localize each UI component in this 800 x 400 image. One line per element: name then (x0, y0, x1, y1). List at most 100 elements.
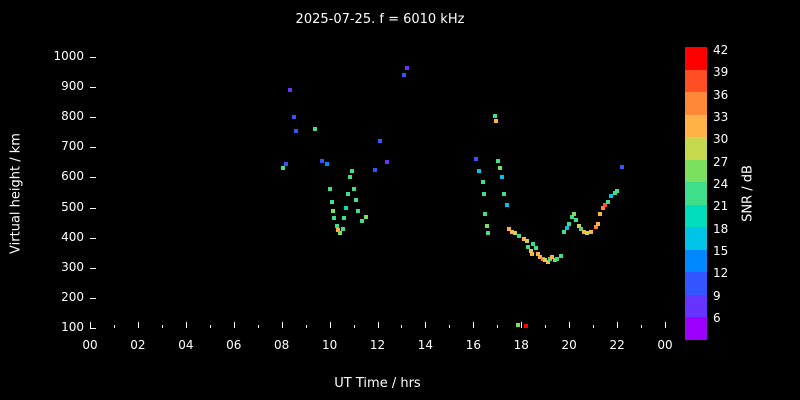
data-point (477, 169, 482, 174)
data-point (562, 229, 567, 234)
data-point (595, 222, 600, 227)
x-minor-tick (401, 325, 403, 328)
x-tick (281, 322, 283, 328)
x-tick-label: 14 (417, 338, 434, 352)
data-point (377, 139, 382, 144)
y-tick (90, 237, 96, 239)
data-point (385, 160, 390, 165)
data-point (363, 214, 368, 219)
y-tick (90, 87, 96, 89)
data-point (598, 211, 603, 216)
data-point (351, 187, 356, 192)
data-point (485, 231, 490, 236)
y-tick (90, 117, 96, 119)
y-axis-label: Virtual height / km (8, 133, 24, 254)
data-point (347, 175, 352, 180)
colorbar-tick-label: 42 (713, 43, 729, 57)
colorbar-tick-label: 18 (713, 221, 729, 236)
data-point (280, 166, 285, 171)
data-point (543, 258, 548, 263)
data-point (325, 161, 330, 166)
y-tick (90, 207, 96, 209)
data-point (571, 211, 576, 216)
colorbar-segment (685, 69, 707, 93)
y-tick (90, 57, 96, 58)
data-point (492, 113, 497, 118)
data-point (509, 229, 514, 234)
data-point (344, 205, 349, 210)
x-axis-label: UT Time / hrs (334, 376, 421, 391)
colorbar-segment (685, 227, 707, 251)
data-point (291, 115, 296, 120)
x-minor-tick (305, 325, 307, 328)
data-point (483, 211, 488, 216)
data-point (320, 158, 325, 163)
data-point (340, 226, 345, 231)
data-point (609, 193, 614, 198)
data-point (588, 229, 593, 234)
x-tick-label: 20 (561, 338, 577, 352)
data-point (528, 249, 533, 254)
y-tick-label: 200 (61, 289, 84, 304)
colorbar-segment (685, 159, 707, 183)
y-tick-label: 500 (61, 199, 84, 214)
y-tick-label: 900 (61, 79, 84, 94)
data-point (405, 65, 410, 70)
y-tick-label: 100 (61, 320, 84, 334)
x-tick-label: 08 (274, 338, 290, 352)
colorbar-tick-label: 21 (713, 199, 729, 214)
data-point (359, 219, 364, 224)
data-point (524, 324, 529, 329)
data-point (576, 223, 581, 228)
colorbar-segment (685, 47, 707, 71)
data-point (612, 190, 617, 195)
data-point (494, 118, 499, 123)
y-tick-label: 800 (61, 109, 84, 124)
data-point (550, 255, 555, 260)
data-point (603, 202, 608, 207)
x-minor-tick (497, 325, 499, 328)
data-point (504, 202, 509, 207)
x-tick (329, 322, 331, 328)
x-tick (617, 322, 619, 328)
colorbar-segment (685, 204, 707, 228)
data-point (516, 234, 521, 239)
colorbar-segment (685, 272, 707, 296)
x-tick (137, 322, 139, 328)
data-point (341, 216, 346, 221)
chart-title: 2025-07-25. f = 6010 kHz (295, 12, 465, 27)
data-point (567, 222, 572, 227)
data-point (533, 246, 538, 251)
data-point (353, 198, 358, 203)
y-tick (90, 177, 96, 179)
data-point (548, 256, 552, 261)
data-point (350, 169, 355, 174)
colorbar-tick-label: 6 (713, 311, 721, 325)
data-point (313, 127, 318, 132)
colorbar-tick-label: 36 (713, 87, 729, 102)
data-point (507, 226, 512, 231)
colorbar-tick-label: 27 (713, 154, 729, 169)
colorbar-tick-label: 12 (713, 266, 729, 281)
data-point (513, 231, 518, 236)
x-tick (90, 322, 91, 328)
data-point (574, 217, 579, 222)
data-point (331, 208, 336, 213)
data-point (545, 259, 550, 264)
x-minor-tick (353, 325, 355, 328)
data-point (327, 187, 332, 192)
x-tick (233, 322, 235, 328)
data-point (502, 192, 507, 196)
data-point (585, 231, 590, 236)
x-tick (425, 322, 427, 328)
colorbar-tick-label: 24 (713, 177, 729, 191)
data-point (600, 205, 605, 210)
data-point (525, 239, 530, 244)
x-tick-label: 16 (465, 338, 481, 352)
x-tick-label: 02 (130, 338, 146, 352)
y-tick (90, 328, 96, 329)
x-tick-label: 22 (609, 338, 625, 352)
data-point (484, 223, 489, 228)
data-point (334, 223, 339, 228)
